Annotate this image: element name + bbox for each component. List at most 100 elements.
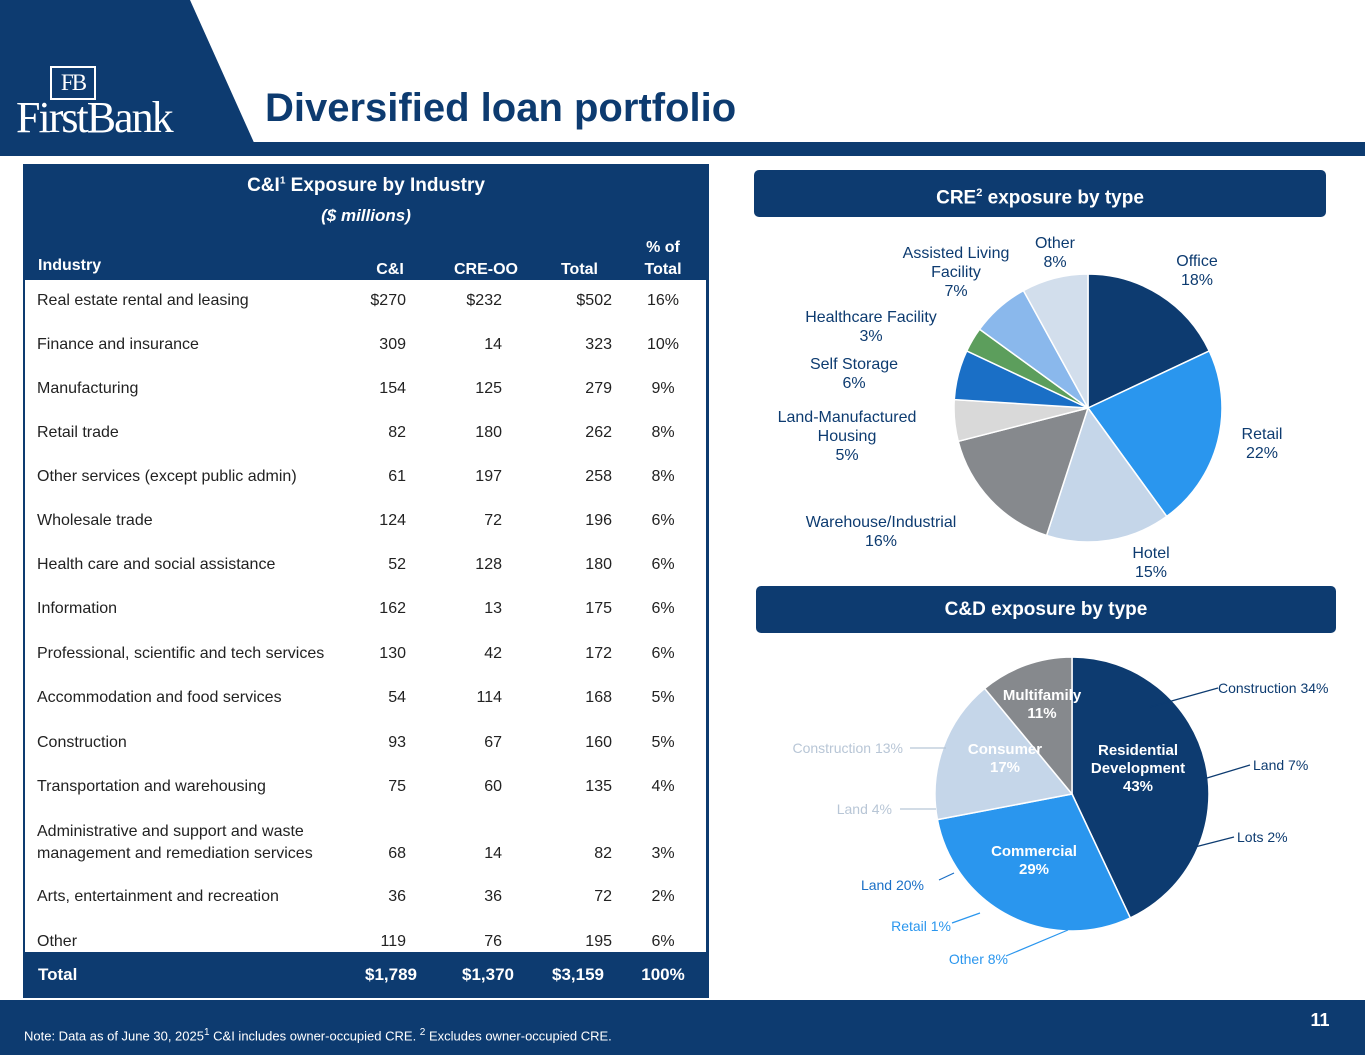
row-ci: 124 xyxy=(379,512,406,529)
row-ci: 93 xyxy=(388,734,406,751)
cd-annotation-other-8: Other 8% xyxy=(949,951,1008,967)
row-total: 172 xyxy=(585,645,612,662)
cd-annotation-land-20: Land 20% xyxy=(861,877,924,893)
cd-annotation-construction-34: Construction 34% xyxy=(1218,680,1329,696)
row-industry: Finance and insurance xyxy=(37,336,199,353)
cd-slice-residential-development xyxy=(1071,656,1210,919)
row-ci: 54 xyxy=(388,689,406,706)
col-header-total: Total xyxy=(560,261,598,278)
row-industry: Real estate rental and leasing xyxy=(37,292,249,309)
row-industry: Wholesale trade xyxy=(37,512,153,529)
cre-label-hotel: Hotel 15% xyxy=(1132,545,1169,581)
row-pct: 6% xyxy=(651,645,675,662)
row-cre-oo: 125 xyxy=(475,380,502,397)
cd-pie-chart: Residential Development 43% Commercial 29% Co… xyxy=(792,656,1329,967)
cd-leader-line xyxy=(951,912,981,924)
cd-leader-line xyxy=(938,872,955,881)
row-ci: 119 xyxy=(380,933,406,950)
footer-note: Note: Data as of June 30, 20251 C&I incl… xyxy=(24,1027,612,1044)
row-cre-oo: 76 xyxy=(484,933,502,950)
total-ci: $1,789 xyxy=(365,965,417,984)
logo-badge: FB xyxy=(50,66,96,100)
cre-label-assisted-living-facility: Assisted Living Facility 7% xyxy=(903,245,1010,300)
row-pct: 9% xyxy=(651,380,675,397)
page-title: Diversified loan portfolio xyxy=(265,86,737,130)
row-ci: 162 xyxy=(379,600,406,617)
page-number: 11 xyxy=(1310,1010,1330,1030)
row-pct: 6% xyxy=(651,600,675,617)
cd-leader-line xyxy=(1005,929,1069,957)
row-ci: 130 xyxy=(379,645,406,662)
col-header-cre-oo: CRE-OO xyxy=(454,261,518,278)
col-header-pct-line1: % of xyxy=(646,239,680,256)
row-cre-oo: 180 xyxy=(475,424,502,441)
row-ci: 61 xyxy=(388,468,406,485)
cre-slice-office xyxy=(1087,273,1211,410)
row-ci: 68 xyxy=(388,845,406,862)
row-pct: 3% xyxy=(651,845,675,862)
cd-slice-multifamily xyxy=(983,656,1073,797)
cd-annotation-retail-1: Retail 1% xyxy=(891,918,951,934)
row-industry: Other services (except public admin) xyxy=(37,468,297,485)
row-total: 168 xyxy=(585,689,612,706)
row-total: 72 xyxy=(594,888,612,905)
row-total: 175 xyxy=(585,600,612,617)
row-industry: Health care and social assistance xyxy=(37,556,276,573)
row-industry: Information xyxy=(37,600,118,617)
cd-label-consumer: Consumer 17% xyxy=(968,741,1042,776)
total-pct: 100% xyxy=(641,965,685,984)
row-industry: Transportation and warehousing xyxy=(37,778,266,795)
row-ci: $270 xyxy=(370,292,406,309)
row-pct: 8% xyxy=(651,468,675,485)
row-total: 160 xyxy=(585,734,612,751)
col-header-ci: C&I xyxy=(376,261,404,278)
row-ci: 154 xyxy=(379,380,406,397)
row-cre-oo: 42 xyxy=(484,645,502,662)
cre-slice-other xyxy=(1022,273,1089,409)
cd-leader-line xyxy=(1206,764,1251,779)
cre-label-self-storage: Self Storage 6% xyxy=(810,356,898,392)
table-subtitle: ($ millions) xyxy=(321,206,411,225)
table-title: C&I1 Exposure by Industry xyxy=(247,175,485,196)
row-cre-oo: 60 xyxy=(484,778,502,795)
col-header-industry: Industry xyxy=(38,257,102,274)
row-industry: Accommodation and food services xyxy=(37,689,282,706)
row-cre-oo: 67 xyxy=(484,734,502,751)
row-industry: Professional, scientific and tech servic… xyxy=(37,645,325,662)
total-total: $3,159 xyxy=(552,965,604,984)
row-pct: 6% xyxy=(651,556,675,573)
row-industry: Retail trade xyxy=(37,424,119,441)
cre-pie-chart: Office 18% Retail 22% Hotel 15% Warehouse/Indu… xyxy=(778,235,1283,581)
row-total: 180 xyxy=(585,556,612,573)
row-cre-oo: $232 xyxy=(466,292,502,309)
cre-label-other: Other 8% xyxy=(1035,235,1076,271)
row-ci: 309 xyxy=(379,336,406,353)
row-total: 195 xyxy=(585,933,612,950)
row-ci: 82 xyxy=(388,424,406,441)
header-bar xyxy=(0,142,1365,156)
cre-slice-hotel xyxy=(1045,406,1168,543)
cd-annotation-land-4: Land 4% xyxy=(837,801,892,817)
row-industry: Construction xyxy=(37,734,127,751)
row-total: $502 xyxy=(576,292,612,309)
cre-slice-warehouse-industrial xyxy=(957,406,1090,537)
row-total: 279 xyxy=(585,380,612,397)
row-pct: 6% xyxy=(651,933,675,950)
row-total: 196 xyxy=(585,512,612,529)
logo-wordmark: FirstBank xyxy=(16,93,174,142)
row-pct: 8% xyxy=(651,424,675,441)
row-total: 82 xyxy=(594,845,612,862)
row-industry: Manufacturing xyxy=(37,380,139,397)
row-cre-oo: 14 xyxy=(484,336,502,353)
cre-slice-retail xyxy=(1086,349,1223,518)
cre-banner: CRE2 exposure by type xyxy=(754,170,1326,217)
row-pct: 16% xyxy=(646,292,680,309)
cd-annotation-land-7: Land 7% xyxy=(1253,757,1308,773)
row-pct: 6% xyxy=(651,512,675,529)
row-pct: 2% xyxy=(651,888,675,905)
row-industry-cont: management and remediation services xyxy=(37,845,313,862)
total-label: Total xyxy=(38,965,78,984)
row-ci: 36 xyxy=(388,888,406,905)
row-cre-oo: 72 xyxy=(484,512,502,529)
row-ci: 52 xyxy=(388,556,406,573)
